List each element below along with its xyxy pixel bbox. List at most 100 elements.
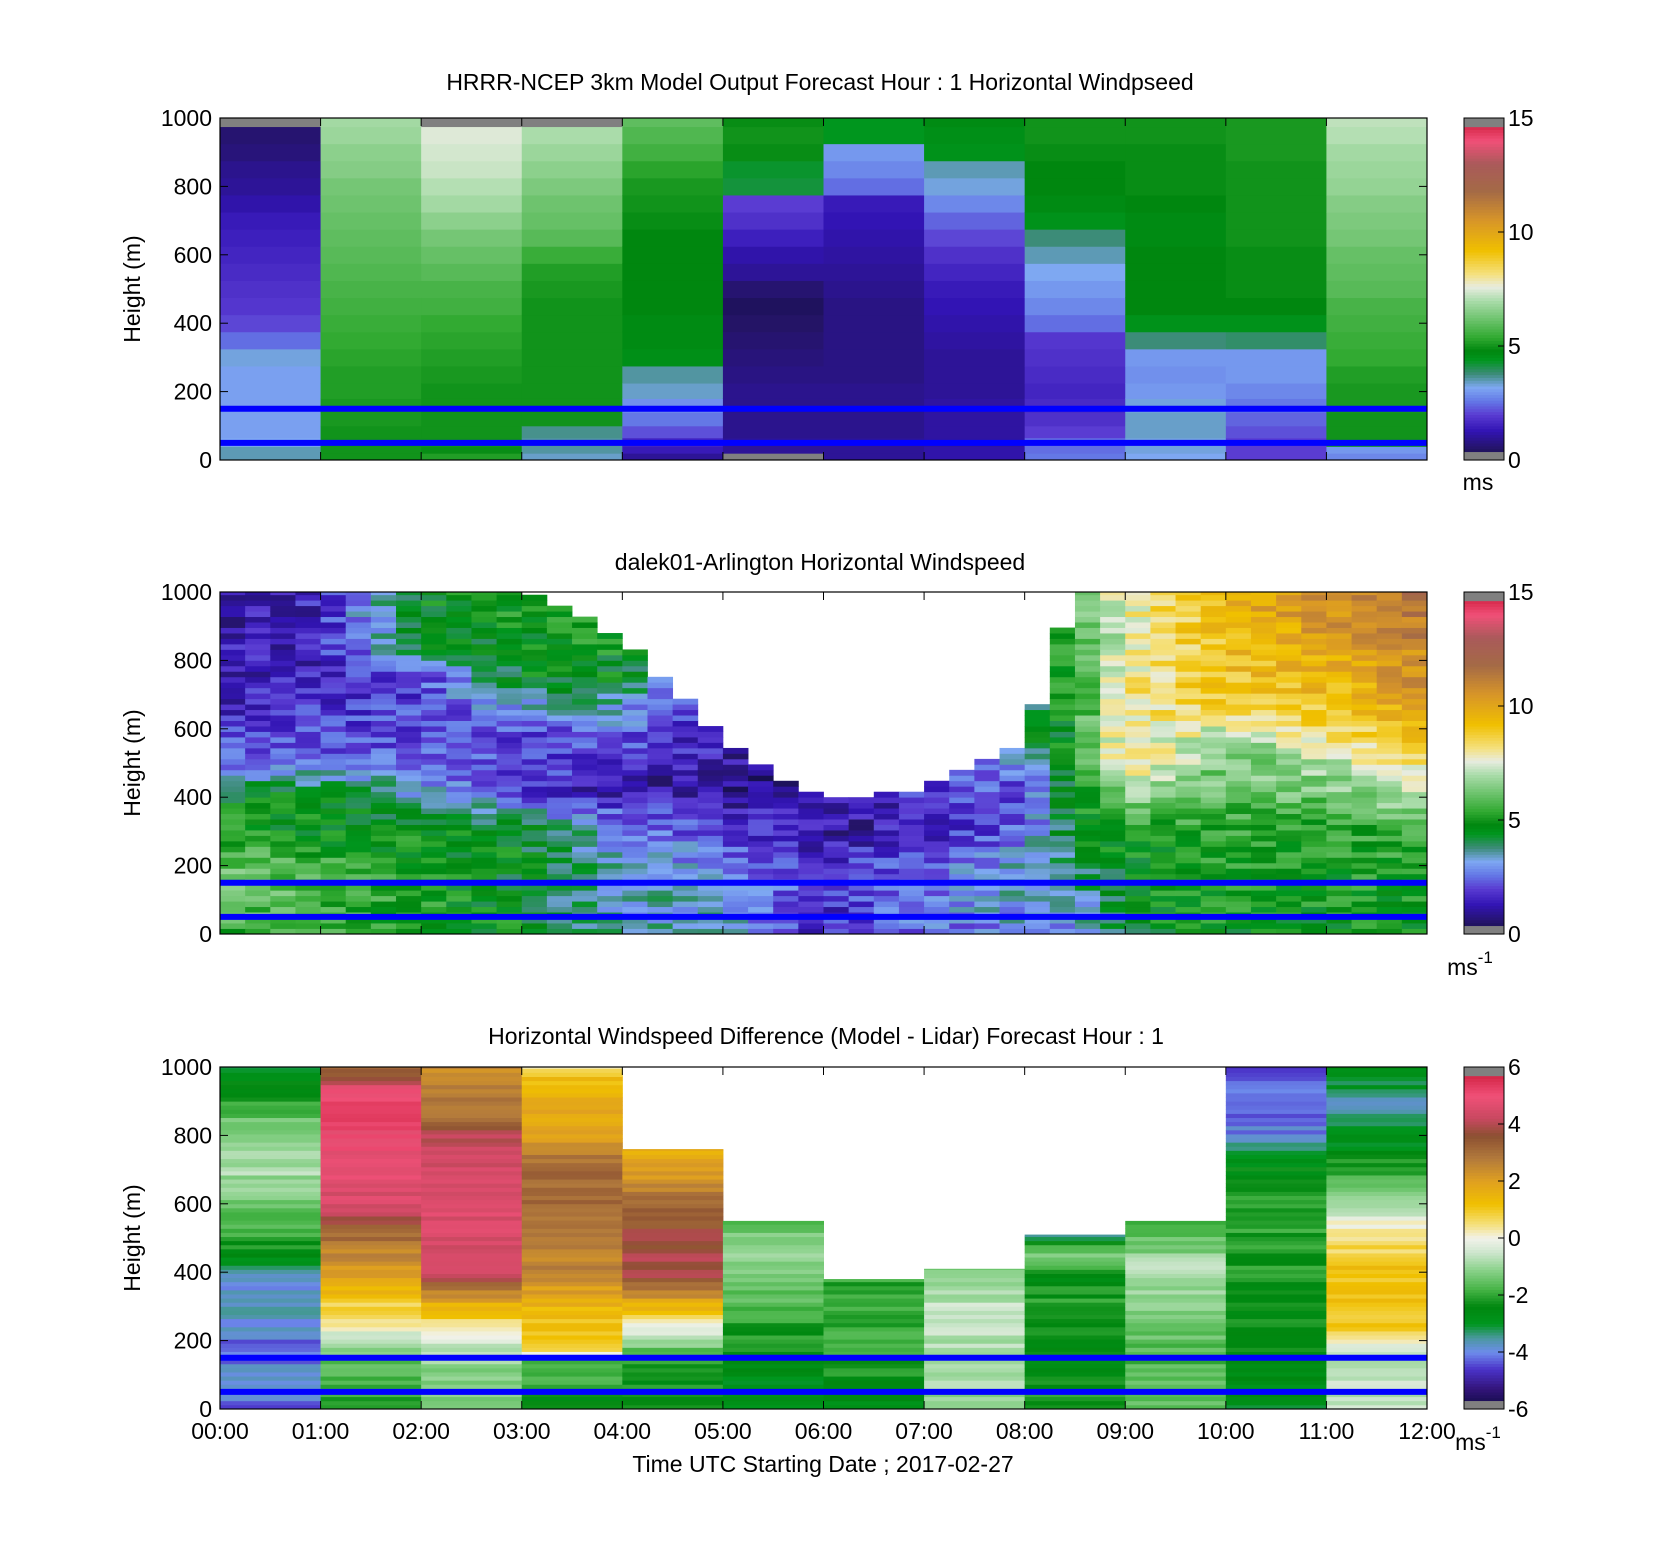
lidar-cell <box>421 687 447 694</box>
lidar-cell <box>572 753 598 760</box>
lidar-cell <box>446 594 472 601</box>
lidar-cell <box>1074 758 1101 765</box>
lidar-cell <box>1100 671 1126 678</box>
lidar-cell <box>320 660 347 667</box>
lidar-cell <box>1150 764 1176 771</box>
lidar-cell <box>421 622 447 628</box>
colorbar-swatch <box>1464 411 1504 415</box>
difference-cell <box>1125 1310 1227 1316</box>
lidar-cell <box>1175 633 1202 639</box>
lidar-cell <box>647 786 674 793</box>
lidar-cell <box>295 622 321 628</box>
lidar-cell <box>848 840 875 847</box>
lidar-cell <box>421 605 447 612</box>
difference-cell <box>320 1207 422 1213</box>
lidar-cell <box>370 665 397 672</box>
colorbar-swatch <box>1464 1246 1504 1250</box>
lidar-cell <box>1351 742 1378 749</box>
lidar-cell <box>597 660 623 667</box>
lidar-cell <box>1150 737 1176 743</box>
lidar-cell <box>446 687 472 694</box>
lidar-cell <box>1250 928 1277 935</box>
lidar-cell <box>370 709 397 716</box>
difference-cell <box>521 1113 623 1119</box>
difference-cell <box>1125 1220 1227 1225</box>
lidar-cell <box>270 682 296 689</box>
lidar-cell <box>245 873 271 880</box>
difference-cell <box>722 1232 824 1238</box>
colorbar-swatch <box>1464 1183 1504 1188</box>
lidar-cell <box>1301 835 1327 842</box>
difference-cell <box>722 1384 824 1389</box>
colorbar-swatch <box>1464 1172 1504 1176</box>
lidar-cell <box>270 704 296 711</box>
colorbar-swatch <box>1464 357 1504 361</box>
difference-cell <box>220 1281 322 1287</box>
lidar-cell <box>295 747 321 754</box>
difference-cell <box>1125 1363 1227 1369</box>
colorbar-tick-label: 0 <box>1508 1225 1521 1251</box>
model-cell <box>1125 229 1227 247</box>
lidar-cell <box>722 873 749 880</box>
lidar-cell <box>521 758 548 765</box>
difference-cell <box>1225 1257 1327 1262</box>
lidar-cell <box>999 747 1026 754</box>
lidar-cell <box>1250 786 1277 793</box>
colorbar-swatch <box>1464 1380 1504 1384</box>
lidar-cell <box>823 890 850 897</box>
lidar-cell <box>1200 643 1227 650</box>
lidar-cell <box>1376 737 1403 743</box>
lidar-cell <box>1100 758 1126 765</box>
lidar-cell <box>370 928 397 935</box>
lidar-cell <box>1326 764 1352 771</box>
lidar-cell <box>396 890 422 897</box>
difference-cell <box>320 1067 422 1069</box>
lidar-cell <box>295 682 321 689</box>
colorbar-swatch <box>1464 1371 1504 1376</box>
lidar-cell <box>597 704 623 711</box>
lidar-cell <box>1100 687 1126 694</box>
lidar-cell <box>546 682 573 689</box>
model-cell <box>722 229 824 247</box>
lidar-cell <box>1049 802 1076 809</box>
model-cell <box>421 212 523 230</box>
lidar-cell <box>245 840 271 847</box>
difference-cell <box>1125 1322 1227 1328</box>
lidar-cell <box>421 731 447 738</box>
ytick-label: 400 <box>174 310 212 336</box>
lidar-cell <box>924 862 950 869</box>
lidar-cell <box>396 594 422 601</box>
panel-difference: Horizontal Windspeed Difference (Model -… <box>119 1023 1529 1477</box>
lidar-cell <box>1326 780 1352 787</box>
lidar-cell <box>1100 605 1126 612</box>
lidar-cell <box>748 873 774 880</box>
lidar-cell <box>1024 857 1051 864</box>
lidar-cell <box>396 592 422 596</box>
lidar-cell <box>471 600 498 607</box>
lidar-cell <box>1326 665 1352 672</box>
lidar-cell <box>220 797 246 804</box>
lidar-cell <box>245 819 271 825</box>
colorbar-tick-label: 6 <box>1508 1054 1521 1080</box>
difference-cell <box>220 1253 322 1258</box>
lidar-cell <box>220 605 246 612</box>
difference-cell <box>1326 1224 1428 1229</box>
lidar-cell <box>295 676 321 683</box>
lidar-cell <box>1276 605 1302 612</box>
difference-cell <box>320 1212 422 1217</box>
lidar-cell <box>924 824 950 831</box>
lidar-cell <box>270 786 296 793</box>
colorbar-swatch <box>1464 797 1504 801</box>
lidar-cell <box>1276 622 1302 628</box>
model-cell <box>320 412 422 427</box>
colorbar-swatch <box>1464 1132 1504 1136</box>
lidar-cell <box>572 786 598 793</box>
colorbar-swatch <box>1464 611 1504 616</box>
difference-cell <box>421 1306 523 1311</box>
difference-cell <box>320 1372 422 1377</box>
lidar-cell <box>245 720 271 727</box>
lidar-cell <box>622 797 648 804</box>
lidar-cell <box>1376 627 1403 634</box>
lidar-cell <box>396 726 422 732</box>
colorbar-swatch <box>1464 155 1504 159</box>
